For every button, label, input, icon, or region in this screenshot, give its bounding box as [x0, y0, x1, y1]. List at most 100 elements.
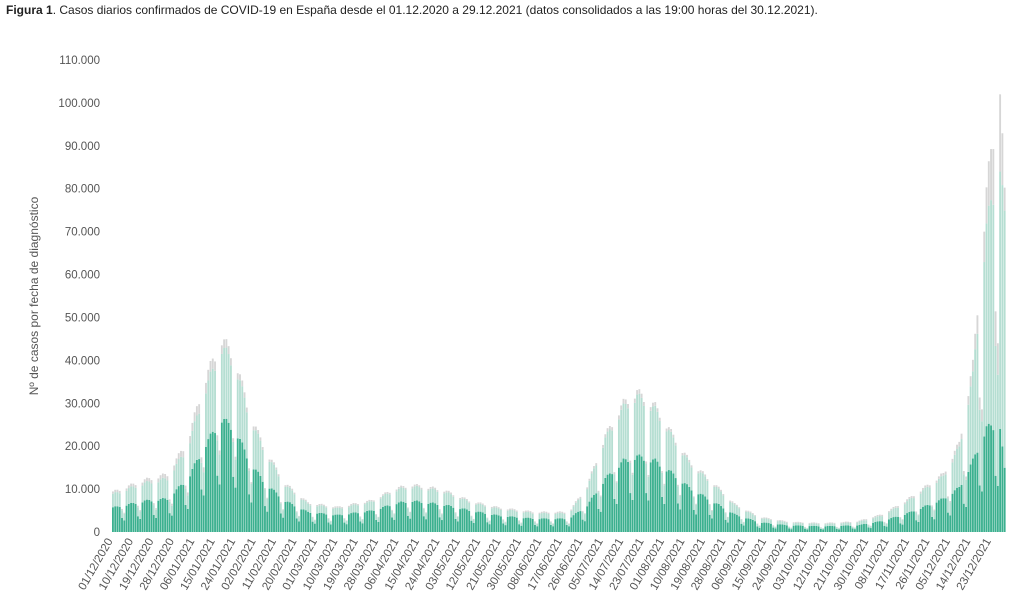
bar-segment — [300, 498, 303, 500]
bar-segment — [876, 521, 879, 532]
bar-segment — [701, 494, 704, 532]
bar-segment — [479, 511, 482, 532]
bar-segment — [978, 409, 981, 486]
bar-segment — [438, 509, 441, 511]
bar-segment — [688, 459, 691, 463]
bar-segment — [949, 502, 952, 516]
bar-segment — [116, 489, 119, 493]
bar-segment — [876, 514, 879, 517]
bar-segment — [472, 519, 475, 523]
bar-segment — [309, 512, 312, 532]
bar-segment — [760, 518, 763, 523]
bar-segment — [402, 501, 405, 532]
bar-segment — [229, 429, 232, 532]
bar-segment — [529, 518, 532, 532]
bar-segment — [329, 524, 332, 532]
y-tick-label: 0 — [94, 527, 100, 539]
bar-segment — [146, 499, 148, 532]
bar-segment — [990, 149, 992, 201]
bar-segment — [701, 471, 704, 474]
bar-segment — [708, 504, 711, 515]
bar-segment — [522, 512, 525, 519]
bar-segment — [454, 512, 457, 514]
bar-segment — [402, 486, 405, 488]
bar-segment — [438, 517, 441, 532]
bar-segment — [577, 511, 580, 532]
bar-segment — [574, 502, 577, 514]
bar-segment — [599, 511, 602, 532]
figure-caption-text: . Casos diarios confirmados de COVID-19 … — [52, 3, 818, 17]
bar-segment — [118, 493, 121, 508]
bar-segment — [969, 376, 972, 387]
bar-segment — [211, 368, 214, 432]
bar-segment — [404, 489, 407, 503]
bar-segment — [377, 517, 380, 522]
bar-segment — [976, 315, 979, 334]
bar-segment — [903, 502, 906, 505]
bar-segment — [858, 520, 861, 522]
bar-segment — [901, 524, 904, 532]
bar-segment — [878, 515, 881, 522]
bar-segment — [953, 454, 956, 491]
bar-segment — [1003, 467, 1006, 532]
bar-segment — [865, 524, 868, 532]
bar-segment — [910, 497, 913, 512]
bar-segment — [944, 498, 947, 532]
bar-segment — [992, 149, 995, 205]
bar-segment — [720, 489, 722, 492]
bar-segment — [631, 499, 634, 532]
bar-segment — [726, 516, 729, 518]
bar-segment — [844, 522, 847, 526]
bar-segment — [334, 514, 337, 532]
bar-segment — [361, 519, 364, 520]
bar-segment — [819, 528, 822, 532]
bar-segment — [953, 450, 956, 455]
bar-segment — [205, 393, 207, 447]
bar-segment — [250, 482, 253, 484]
bar-segment — [232, 441, 235, 477]
bar-segment — [168, 501, 171, 514]
bar-segment — [924, 487, 927, 506]
bar-segment — [745, 518, 747, 532]
bar-segment — [956, 444, 958, 450]
bar-segment — [833, 522, 836, 524]
bar-segment — [279, 502, 282, 504]
bar-segment — [366, 502, 368, 511]
bar-segment — [391, 510, 393, 518]
bar-segment — [175, 489, 178, 532]
bar-segment — [860, 524, 863, 532]
bar-segment — [184, 489, 187, 505]
bar-segment — [479, 503, 482, 512]
bar-segment — [928, 485, 931, 488]
bar-segment — [779, 524, 781, 532]
bar-segment — [284, 486, 287, 502]
bar-segment — [164, 474, 167, 479]
bar-segment — [588, 480, 591, 502]
bar-segment — [395, 491, 398, 505]
bar-segment — [758, 525, 761, 528]
bar-segment — [620, 405, 623, 410]
bar-segment — [981, 491, 983, 532]
bar-segment — [191, 422, 194, 431]
bar-segment — [849, 525, 852, 532]
bar-segment — [406, 508, 409, 516]
bar-segment — [767, 518, 770, 520]
bar-segment — [965, 506, 968, 532]
bar-segment — [704, 496, 707, 532]
bar-segment — [933, 509, 936, 511]
bar-segment — [216, 440, 219, 476]
bar-segment — [397, 488, 400, 503]
bar-segment — [379, 508, 382, 532]
bar-segment — [926, 484, 929, 487]
bar-segment — [588, 501, 591, 532]
bar-segment — [180, 450, 182, 457]
bar-segment — [273, 462, 275, 465]
bar-segment — [325, 514, 328, 532]
bar-segment — [924, 505, 927, 532]
bar-segment — [822, 529, 825, 532]
bar-segment — [350, 505, 353, 514]
bar-segment — [747, 510, 750, 512]
bar-segment — [250, 502, 253, 532]
bar-segment — [1001, 185, 1004, 447]
bar-segment — [983, 231, 986, 263]
